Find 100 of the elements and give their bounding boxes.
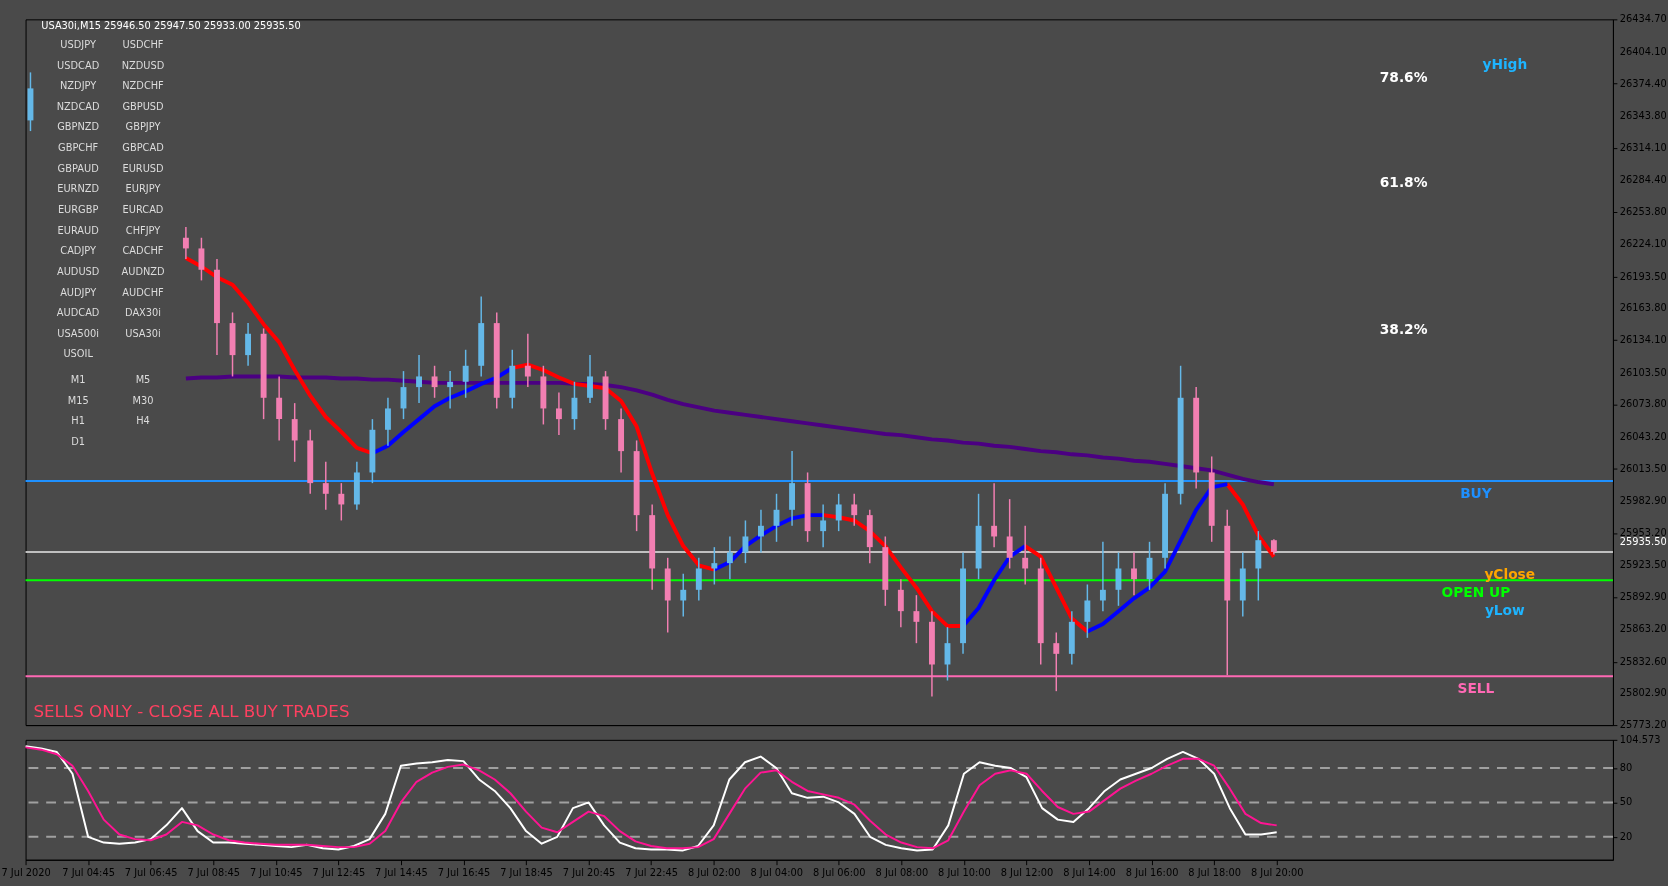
y-tick-label: 104.573 — [1619, 733, 1661, 745]
ref-line-label: SELL — [1457, 679, 1495, 696]
text: 61.8% — [1379, 174, 1428, 191]
candlestick — [322, 461, 329, 511]
annotation: EURNZD — [57, 183, 100, 195]
annotation: CADCHF — [122, 245, 164, 257]
y-tick-label: 25832.60 — [1619, 655, 1667, 667]
annotation: AUDNZD — [121, 265, 165, 277]
y-tick-label: 50 — [1619, 796, 1633, 808]
y-tick-label: 26314.10 — [1619, 141, 1667, 153]
candlestick — [1022, 525, 1029, 586]
annotation: USA30i — [125, 327, 161, 339]
x-tick-label: 8 Jul 08:00 — [875, 866, 929, 878]
annotation: NZDUSD — [121, 59, 165, 71]
annotation: EURJPY — [125, 183, 162, 195]
annotation: DAX30i — [125, 307, 162, 319]
candlestick — [276, 375, 283, 442]
annotation: SELLS ONLY - CLOSE ALL BUY TRADES — [33, 700, 350, 721]
text: 38.2% — [1379, 320, 1428, 337]
x-tick-label: 7 Jul 14:45 — [375, 866, 428, 878]
y-tick-label: 25892.90 — [1619, 591, 1667, 603]
ref-line-label: OPEN UP — [1441, 583, 1511, 600]
y-tick-label: 26163.80 — [1619, 302, 1667, 314]
x-tick-label: 8 Jul 06:00 — [812, 866, 866, 878]
annotation: M1 — [70, 374, 86, 386]
candlestick — [711, 546, 718, 586]
y-tick-label: 26253.80 — [1619, 206, 1667, 218]
candlestick — [182, 226, 189, 260]
x-tick-label: 7 Jul 22:45 — [625, 866, 678, 878]
annotation: NZDCHF — [122, 80, 165, 92]
x-tick-label: 8 Jul 16:00 — [1125, 866, 1179, 878]
annotation: M15 — [67, 394, 89, 406]
x-tick-label: 8 Jul 18:00 — [1188, 866, 1241, 878]
annotation: AUDJPY — [60, 286, 98, 298]
x-tick-label: 7 Jul 20:45 — [562, 866, 616, 878]
candlestick — [416, 354, 422, 404]
annotation: EURAUD — [57, 224, 99, 236]
x-tick-label: 7 Jul 06:45 — [124, 866, 178, 878]
annotation: NZDCAD — [56, 100, 100, 112]
candlestick — [913, 594, 920, 644]
annotation: GBPCAD — [122, 142, 164, 154]
annotation: H4 — [136, 415, 150, 427]
x-tick-label: 7 Jul 18:45 — [500, 866, 553, 878]
y-tick-label: 26374.40 — [1619, 77, 1667, 89]
annotation: GBPCHF — [58, 142, 99, 154]
text: 78.6% — [1379, 69, 1428, 86]
x-tick-label: 8 Jul 10:00 — [938, 866, 991, 878]
candlestick — [524, 333, 531, 388]
y-tick-label: 20 — [1619, 830, 1633, 842]
candlestick — [1084, 583, 1091, 639]
x-tick-label: 8 Jul 20:00 — [1250, 866, 1304, 878]
x-tick-label: 7 Jul 16:45 — [437, 866, 491, 878]
y-tick-label: 26404.10 — [1619, 45, 1667, 57]
x-tick-label: 8 Jul 04:00 — [750, 866, 804, 878]
y-tick-label: 25982.90 — [1619, 495, 1667, 507]
annotation: AUDCHF — [122, 286, 165, 298]
annotation: GBPNZD — [57, 121, 100, 133]
annotation: CHFJPY — [125, 224, 162, 236]
y-tick-label: 80 — [1619, 761, 1633, 773]
y-tick-label: 25802.90 — [1619, 687, 1667, 699]
annotation: AUDCAD — [56, 307, 100, 319]
candlestick — [338, 482, 345, 522]
text: yLow — [1484, 602, 1526, 619]
text: yHigh — [1482, 55, 1528, 72]
x-tick-label: 7 Jul 10:45 — [249, 866, 303, 878]
candlestick — [851, 493, 858, 527]
x-tick-label: 7 Jul 12:45 — [312, 866, 366, 878]
annotation: USOIL — [63, 348, 94, 360]
y-tick-label: 25863.20 — [1619, 623, 1667, 635]
candlestick — [198, 237, 205, 282]
annotation: M5 — [135, 374, 151, 386]
y-tick-label: 26284.40 — [1619, 173, 1667, 185]
y-tick-label: 25923.50 — [1619, 558, 1667, 570]
x-tick-label: 8 Jul 14:00 — [1063, 866, 1116, 878]
candlestick — [431, 365, 438, 399]
candlestick — [680, 573, 687, 618]
candlestick — [991, 482, 998, 548]
y-tick-label: 26134.10 — [1619, 334, 1667, 346]
candlestick — [1006, 498, 1013, 570]
annotation: M30 — [132, 394, 154, 406]
annotation: AUDUSD — [56, 265, 100, 277]
annotation: CADJPY — [60, 245, 97, 257]
ref-line-label: BUY — [1460, 484, 1493, 501]
y-tick-label: 26043.20 — [1619, 430, 1667, 442]
annotation: NZDJPY — [60, 80, 98, 92]
annotation: USA500i — [57, 327, 100, 339]
annotation: GBPUSD — [122, 100, 164, 112]
candlestick — [291, 402, 298, 463]
candlestick — [897, 578, 904, 628]
candlestick — [1131, 551, 1137, 596]
candlestick — [1099, 541, 1106, 612]
candlestick — [835, 493, 842, 532]
y-tick-label: 26193.50 — [1619, 270, 1667, 282]
annotation: EURCAD — [122, 204, 164, 215]
candlestick — [695, 557, 702, 602]
y-tick-label: 25773.20 — [1619, 719, 1667, 731]
y-tick-label: 26224.10 — [1619, 238, 1667, 249]
y-tick-label: 26013.50 — [1619, 462, 1667, 474]
candlestick — [245, 322, 252, 367]
x-tick-label: 7 Jul 04:45 — [62, 866, 115, 878]
